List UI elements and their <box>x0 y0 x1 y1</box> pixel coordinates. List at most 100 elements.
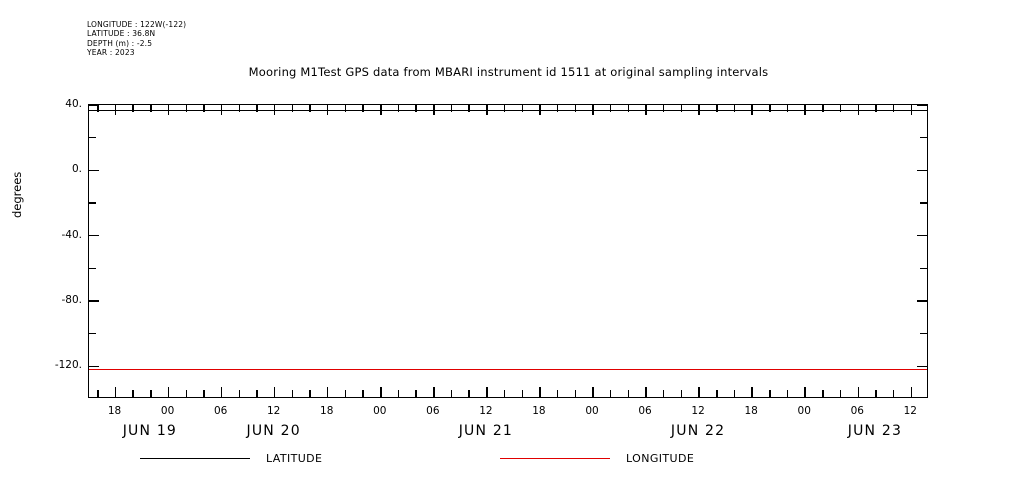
legend-label: LONGITUDE <box>626 451 695 465</box>
x-axis-tick-label: 18 <box>320 405 334 417</box>
x-axis-tick-label: 12 <box>691 405 705 417</box>
x-axis-tick <box>875 390 877 397</box>
x-axis-tick-label: 06 <box>213 405 228 417</box>
y-axis-tick <box>917 365 927 368</box>
y-axis-tick <box>89 365 99 368</box>
y-axis-tick <box>89 267 96 270</box>
x-axis-tick <box>256 105 258 112</box>
x-axis-tick <box>415 390 417 397</box>
x-axis-tick-label: 06 <box>638 405 652 417</box>
y-axis-tick-label: -120. <box>54 359 82 372</box>
x-axis-tick <box>132 105 134 112</box>
x-axis-tick <box>662 105 665 112</box>
x-axis-tick-label: 00 <box>585 405 599 417</box>
x-axis-tick <box>203 390 205 397</box>
legend-label: LATITUDE <box>266 451 323 465</box>
x-axis-tick <box>362 105 364 112</box>
series-line-longitude <box>89 369 927 371</box>
x-axis-tick <box>910 387 913 397</box>
x-axis-tick <box>380 387 382 397</box>
y-axis-tick-label: 0. <box>71 163 82 176</box>
y-axis-tick <box>917 300 927 302</box>
x-axis-tick <box>114 387 117 397</box>
x-axis-tick <box>592 105 594 115</box>
legend-line-swatch <box>140 457 250 459</box>
x-axis-tick <box>362 390 364 397</box>
x-axis-tick-label: 06 <box>426 405 440 417</box>
x-axis-tick <box>645 105 647 115</box>
x-axis-tick <box>804 105 806 115</box>
y-axis-tick <box>89 332 96 335</box>
x-axis-tick <box>397 105 400 112</box>
plot-area <box>88 104 928 398</box>
y-axis-tick <box>920 202 927 204</box>
x-axis-tick <box>892 105 895 112</box>
x-axis-tick <box>857 105 859 115</box>
x-axis-tick <box>468 105 470 112</box>
y-axis-tick-label: 40. <box>65 98 82 110</box>
x-axis-tick <box>203 105 205 112</box>
x-axis-tick <box>539 387 541 397</box>
x-axis-tick <box>256 390 258 397</box>
x-axis-tick <box>609 105 612 112</box>
metadata-latitude: LATITUDE : 36.8N <box>87 29 156 39</box>
x-axis-tick <box>839 390 842 397</box>
x-axis-tick-label: 18 <box>532 405 546 417</box>
x-axis-tick <box>521 105 523 112</box>
x-axis-tick <box>486 105 488 115</box>
x-axis-day-label: JUN 20 <box>246 423 301 439</box>
x-axis-tick <box>415 105 417 112</box>
series-line-latitude <box>89 110 927 112</box>
x-axis-tick <box>273 105 276 115</box>
y-axis-tick <box>89 136 96 139</box>
y-axis-tick <box>920 136 927 139</box>
x-axis-day-label: JUN 22 <box>670 423 726 439</box>
x-axis-tick <box>910 105 913 115</box>
x-axis-tick <box>662 390 665 397</box>
y-axis-tick <box>89 202 96 204</box>
x-axis-tick <box>574 390 577 397</box>
y-axis-tick <box>917 234 927 237</box>
x-axis-tick <box>733 390 736 397</box>
x-axis-tick <box>220 105 223 115</box>
y-axis-tick <box>920 332 927 335</box>
x-axis-tick-label: 00 <box>373 405 387 417</box>
x-axis-tick <box>238 390 241 397</box>
x-axis-tick <box>875 105 877 112</box>
x-axis-tick <box>220 387 223 397</box>
x-axis-tick <box>769 105 771 112</box>
x-axis-tick <box>716 390 718 397</box>
x-axis-tick <box>273 387 276 397</box>
x-axis-tick <box>450 390 453 397</box>
x-axis-tick <box>132 390 134 397</box>
y-axis-tick <box>917 169 927 172</box>
x-axis-tick <box>450 105 453 112</box>
y-axis-tick <box>917 105 927 106</box>
y-axis-tick <box>89 300 99 302</box>
y-axis-tick-labels: 40. 0. -40. -80. -120. <box>0 98 82 398</box>
x-axis-day-label: JUN 21 <box>458 423 514 439</box>
x-axis-tick <box>344 105 347 112</box>
x-axis-tick <box>822 390 824 397</box>
x-axis-tick-label: 00 <box>797 405 811 417</box>
x-axis-tick <box>433 387 435 397</box>
x-axis-tick <box>627 105 630 112</box>
x-axis-day-label: JUN 19 <box>122 423 178 439</box>
x-axis-tick <box>309 105 311 112</box>
x-axis-tick <box>698 387 700 397</box>
x-axis-tick <box>751 105 753 115</box>
metadata-longitude: LONGITUDE : 122W(-122) <box>87 20 187 29</box>
plot-inner <box>89 105 927 397</box>
x-axis-day-label: JUN 23 <box>847 423 903 439</box>
x-axis-tick <box>680 105 683 112</box>
x-axis-day-labels: JUN 19 JUN 20 JUN 21 JUN 22 JUN 23 <box>88 423 928 443</box>
x-axis-tick <box>503 390 506 397</box>
x-axis-tick <box>167 105 170 115</box>
x-axis-tick <box>185 105 187 112</box>
x-axis-tick <box>627 390 630 397</box>
x-axis-tick <box>326 387 329 397</box>
x-axis-tick-labels: 18 00 06 12 18 00 06 12 18 00 06 12 18 00 06 12 <box>88 405 928 421</box>
x-axis-tick <box>114 105 117 115</box>
x-axis-tick <box>733 105 736 112</box>
x-axis-tick <box>556 390 559 397</box>
